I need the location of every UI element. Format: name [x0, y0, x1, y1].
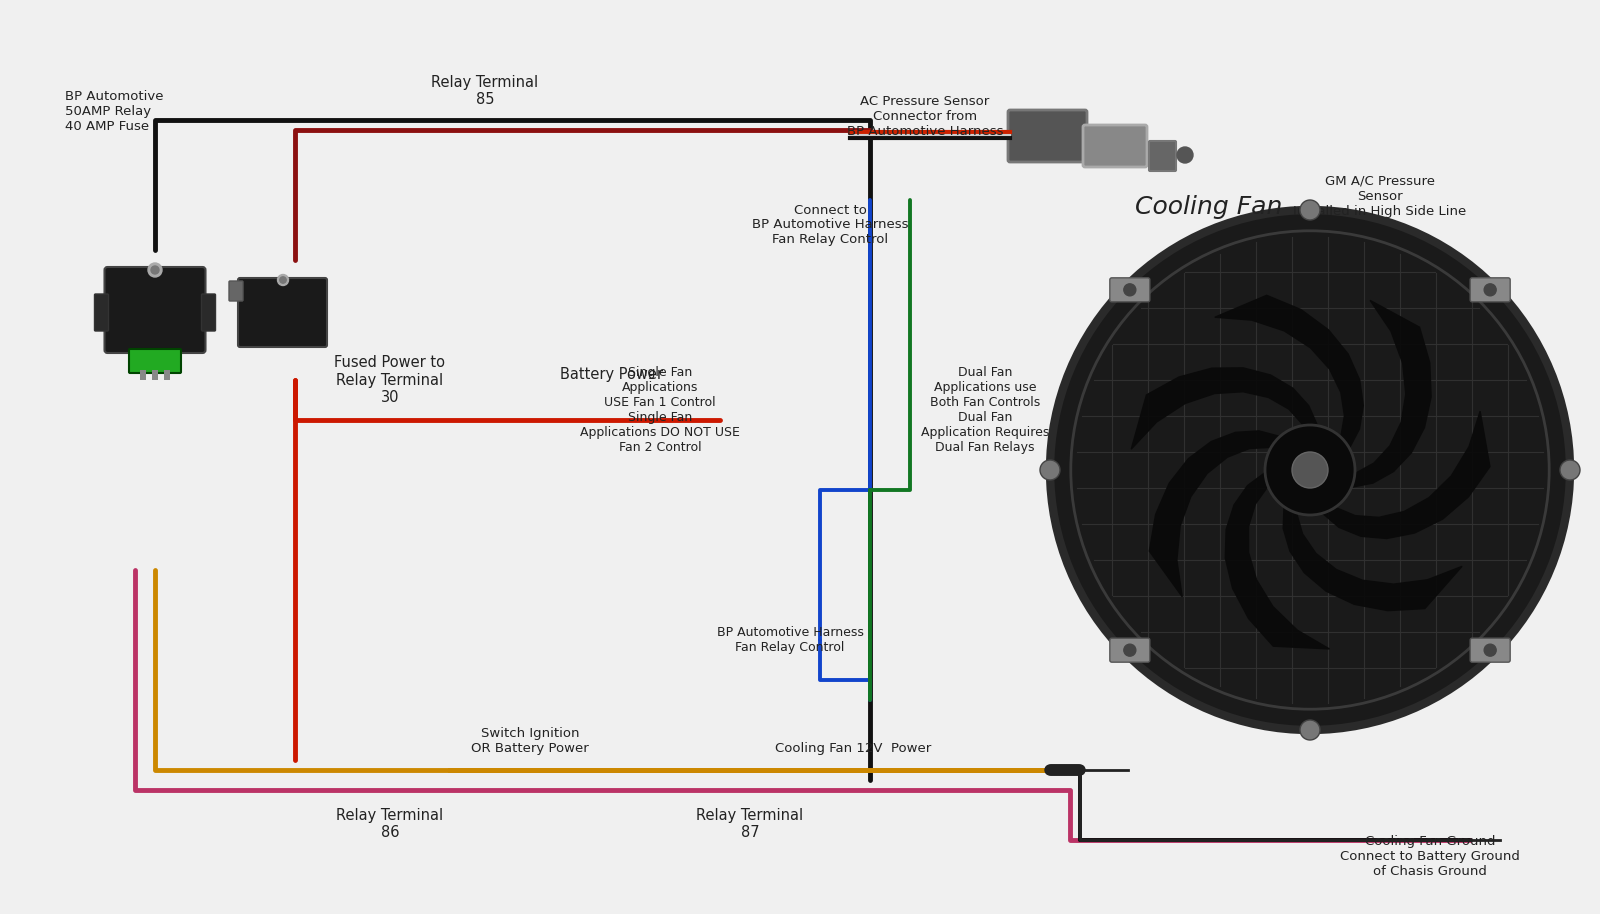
Bar: [152, 370, 158, 380]
Polygon shape: [1149, 430, 1280, 597]
Circle shape: [1069, 765, 1078, 775]
Circle shape: [1266, 425, 1355, 515]
FancyBboxPatch shape: [104, 267, 205, 353]
Circle shape: [1066, 765, 1077, 775]
Text: Cooling Fan 12V  Power: Cooling Fan 12V Power: [774, 742, 931, 755]
Circle shape: [1040, 460, 1059, 480]
Text: Dual Fan
Applications use
Both Fan Controls
Dual Fan
Application Requires
Dual F: Dual Fan Applications use Both Fan Contr…: [922, 366, 1050, 454]
Text: AC Pressure Sensor
Connector from
BP Automotive Harness: AC Pressure Sensor Connector from BP Aut…: [846, 95, 1003, 138]
Text: Relay Terminal
85: Relay Terminal 85: [432, 75, 539, 108]
Text: Cooling Fan: Cooling Fan: [1134, 195, 1282, 219]
FancyBboxPatch shape: [202, 294, 216, 331]
FancyBboxPatch shape: [1110, 638, 1150, 662]
Bar: [165, 370, 170, 380]
Circle shape: [1054, 765, 1064, 775]
Circle shape: [1075, 765, 1085, 775]
Text: GM A/C Pressure
Sensor
Installed in High Side Line: GM A/C Pressure Sensor Installed in High…: [1293, 175, 1467, 218]
Circle shape: [147, 263, 162, 277]
FancyBboxPatch shape: [1083, 125, 1147, 167]
Circle shape: [1067, 765, 1077, 775]
Circle shape: [1051, 765, 1061, 775]
Circle shape: [1485, 284, 1496, 296]
Circle shape: [1072, 765, 1082, 775]
Circle shape: [150, 266, 158, 274]
Circle shape: [1054, 765, 1066, 775]
FancyBboxPatch shape: [94, 294, 109, 331]
FancyBboxPatch shape: [1110, 278, 1150, 302]
Circle shape: [1046, 765, 1056, 775]
Circle shape: [1066, 765, 1075, 775]
Text: Battery Power: Battery Power: [560, 367, 662, 382]
FancyBboxPatch shape: [1008, 110, 1086, 162]
Circle shape: [1072, 765, 1083, 775]
Polygon shape: [1226, 473, 1330, 649]
Circle shape: [1074, 765, 1083, 775]
Circle shape: [1056, 765, 1066, 775]
Circle shape: [280, 277, 286, 283]
Circle shape: [1064, 765, 1074, 775]
Circle shape: [1123, 644, 1136, 656]
Circle shape: [1048, 765, 1058, 775]
Text: Relay Terminal
87: Relay Terminal 87: [696, 808, 803, 840]
Text: BP Automotive Harness
Fan Relay Control: BP Automotive Harness Fan Relay Control: [717, 626, 864, 654]
Circle shape: [1299, 720, 1320, 740]
FancyBboxPatch shape: [229, 281, 243, 301]
Circle shape: [1050, 765, 1059, 775]
Circle shape: [1299, 200, 1320, 220]
Circle shape: [1560, 460, 1581, 480]
Circle shape: [1050, 210, 1570, 730]
Circle shape: [1070, 765, 1080, 775]
Circle shape: [1293, 452, 1328, 488]
FancyBboxPatch shape: [238, 278, 326, 347]
Text: BP Automotive
50AMP Relay
40 AMP Fuse: BP Automotive 50AMP Relay 40 AMP Fuse: [66, 90, 163, 133]
Circle shape: [1045, 765, 1054, 775]
FancyBboxPatch shape: [130, 349, 181, 373]
Polygon shape: [1283, 506, 1462, 611]
Text: Relay Terminal
86: Relay Terminal 86: [336, 808, 443, 840]
FancyBboxPatch shape: [1470, 278, 1510, 302]
Circle shape: [1058, 765, 1067, 775]
FancyBboxPatch shape: [1470, 638, 1510, 662]
Polygon shape: [1214, 295, 1363, 448]
Text: Single Fan
Applications
USE Fan 1 Control
Single Fan
Applications DO NOT USE
Fan: Single Fan Applications USE Fan 1 Contro…: [581, 366, 739, 454]
FancyBboxPatch shape: [1149, 141, 1176, 171]
Polygon shape: [1323, 411, 1490, 538]
Circle shape: [1061, 765, 1072, 775]
Text: Connect to
BP Automotive Harness
Fan Relay Control: Connect to BP Automotive Harness Fan Rel…: [752, 204, 909, 247]
Polygon shape: [1352, 301, 1430, 487]
Text: Fused Power to
Relay Terminal
30: Fused Power to Relay Terminal 30: [334, 356, 445, 405]
Circle shape: [1485, 644, 1496, 656]
Circle shape: [1062, 765, 1072, 775]
Circle shape: [1059, 765, 1069, 775]
Text: Switch Ignition
OR Battery Power: Switch Ignition OR Battery Power: [470, 727, 589, 755]
Bar: [141, 370, 146, 380]
Circle shape: [1178, 147, 1194, 163]
Circle shape: [277, 274, 288, 285]
Polygon shape: [1131, 367, 1317, 449]
Text: Cooling Fan Ground
Connect to Battery Ground
of Chasis Ground: Cooling Fan Ground Connect to Battery Gr…: [1341, 835, 1520, 878]
Circle shape: [1053, 765, 1062, 775]
Circle shape: [1048, 765, 1059, 775]
Circle shape: [1123, 284, 1136, 296]
Circle shape: [1059, 765, 1070, 775]
